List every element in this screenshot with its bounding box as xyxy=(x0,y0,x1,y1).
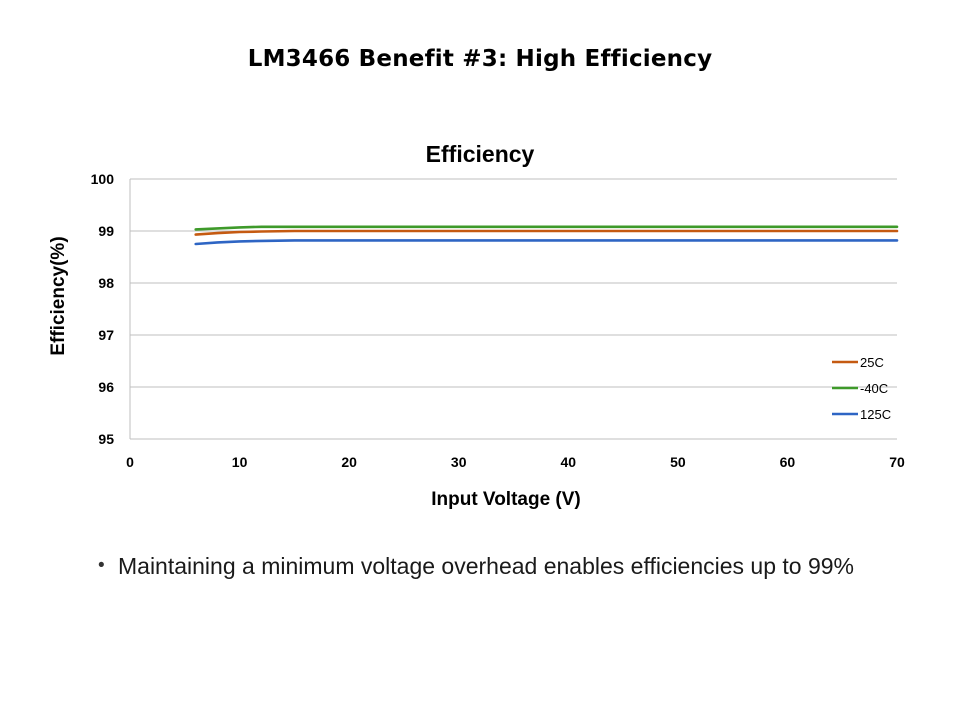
chart-title: Efficiency xyxy=(426,141,535,167)
legend-label: 125C xyxy=(860,407,891,422)
bullet-list: • Maintaining a minimum voltage overhead… xyxy=(98,552,878,580)
bullet-text: Maintaining a minimum voltage overhead e… xyxy=(118,553,855,579)
series-line-125c xyxy=(194,239,899,246)
y-tick-label: 97 xyxy=(98,327,114,343)
legend-label: 25C xyxy=(860,355,884,370)
gridlines xyxy=(129,178,897,440)
legend-label: -40C xyxy=(860,381,888,396)
x-tick-label: 60 xyxy=(780,454,796,470)
y-tick-label: 96 xyxy=(98,379,114,395)
x-tick-label: 50 xyxy=(670,454,686,470)
x-tick-label: 0 xyxy=(126,454,134,470)
x-tick-label: 40 xyxy=(560,454,576,470)
series-line-40c xyxy=(194,225,899,231)
series-line-25c xyxy=(194,229,899,236)
x-tick-label: 30 xyxy=(451,454,467,470)
x-tick-label: 70 xyxy=(889,454,905,470)
y-tick-label: 100 xyxy=(91,171,115,187)
y-tick-label: 99 xyxy=(98,223,114,239)
x-tick-label: 10 xyxy=(232,454,248,470)
efficiency-chart: Efficiency 95 96 97 98 99 100 0 10 20 30 40 50 60 70… xyxy=(48,141,905,510)
y-tick-label: 98 xyxy=(98,275,114,291)
legend: 25C -40C 125C xyxy=(832,355,891,422)
y-axis-ticks: 95 96 97 98 99 100 xyxy=(91,171,115,447)
x-axis-ticks: 0 10 20 30 40 50 60 70 xyxy=(126,454,905,470)
y-tick-label: 95 xyxy=(98,431,114,447)
x-tick-label: 20 xyxy=(341,454,357,470)
slide-title: LM3466 Benefit #3: High Efficiency xyxy=(247,46,713,72)
bullet-dot-icon: • xyxy=(98,555,105,576)
bullet-item: • Maintaining a minimum voltage overhead… xyxy=(98,552,878,580)
y-axis-label: Efficiency(%) xyxy=(48,236,69,355)
x-axis-label: Input Voltage (V) xyxy=(431,489,581,510)
series-lines xyxy=(194,225,899,246)
